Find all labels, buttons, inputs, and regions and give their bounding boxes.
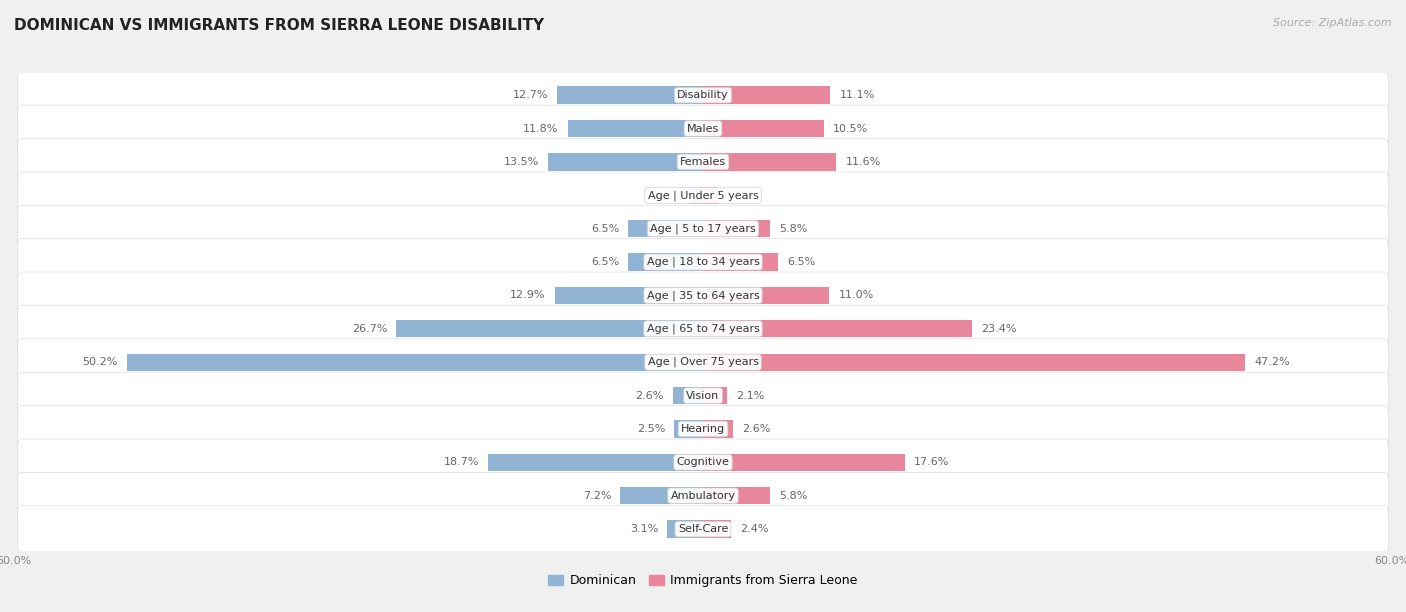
Text: 13.5%: 13.5% — [503, 157, 538, 167]
Bar — [703, 387, 727, 405]
Text: 10.5%: 10.5% — [832, 124, 868, 133]
Text: Hearing: Hearing — [681, 424, 725, 434]
FancyBboxPatch shape — [17, 138, 1389, 185]
Text: 5.8%: 5.8% — [779, 223, 807, 234]
Text: Females: Females — [681, 157, 725, 167]
Bar — [127, 354, 703, 371]
Text: Disability: Disability — [678, 90, 728, 100]
Bar — [690, 187, 703, 204]
Text: 47.2%: 47.2% — [1254, 357, 1289, 367]
Text: 2.5%: 2.5% — [637, 424, 665, 434]
FancyBboxPatch shape — [17, 506, 1389, 553]
Bar — [555, 287, 703, 304]
Text: 6.5%: 6.5% — [787, 257, 815, 267]
Text: Ambulatory: Ambulatory — [671, 491, 735, 501]
Text: Age | 18 to 34 years: Age | 18 to 34 years — [647, 257, 759, 267]
Bar — [703, 120, 824, 137]
Bar — [548, 153, 703, 171]
FancyBboxPatch shape — [17, 72, 1389, 119]
Bar — [675, 420, 703, 438]
Bar — [703, 253, 778, 271]
Text: 6.5%: 6.5% — [591, 257, 619, 267]
Text: 11.0%: 11.0% — [838, 291, 873, 300]
Text: 6.5%: 6.5% — [591, 223, 619, 234]
Text: Age | Under 5 years: Age | Under 5 years — [648, 190, 758, 201]
FancyBboxPatch shape — [17, 105, 1389, 152]
Text: 12.9%: 12.9% — [510, 291, 546, 300]
Bar — [668, 520, 703, 538]
Bar — [703, 320, 972, 337]
Bar — [488, 453, 703, 471]
Text: 11.8%: 11.8% — [523, 124, 558, 133]
Text: 2.6%: 2.6% — [742, 424, 770, 434]
Text: 17.6%: 17.6% — [914, 457, 949, 468]
FancyBboxPatch shape — [17, 305, 1389, 352]
Text: DOMINICAN VS IMMIGRANTS FROM SIERRA LEONE DISABILITY: DOMINICAN VS IMMIGRANTS FROM SIERRA LEON… — [14, 18, 544, 34]
Bar — [703, 153, 837, 171]
Text: Age | 65 to 74 years: Age | 65 to 74 years — [647, 324, 759, 334]
Text: 1.3%: 1.3% — [727, 190, 755, 200]
Text: 12.7%: 12.7% — [513, 90, 548, 100]
Bar — [557, 86, 703, 104]
Bar — [703, 220, 769, 237]
Text: 11.1%: 11.1% — [839, 90, 875, 100]
Text: 11.6%: 11.6% — [845, 157, 880, 167]
Bar — [703, 287, 830, 304]
Text: Cognitive: Cognitive — [676, 457, 730, 468]
FancyBboxPatch shape — [17, 339, 1389, 386]
Text: Age | 35 to 64 years: Age | 35 to 64 years — [647, 290, 759, 300]
Text: 3.1%: 3.1% — [630, 524, 658, 534]
FancyBboxPatch shape — [17, 239, 1389, 285]
Bar — [628, 253, 703, 271]
Text: 2.4%: 2.4% — [740, 524, 768, 534]
Text: Age | Over 75 years: Age | Over 75 years — [648, 357, 758, 367]
Bar — [628, 220, 703, 237]
FancyBboxPatch shape — [17, 205, 1389, 252]
Text: 7.2%: 7.2% — [582, 491, 612, 501]
Text: 1.1%: 1.1% — [652, 190, 681, 200]
Bar — [703, 487, 769, 504]
Text: 26.7%: 26.7% — [352, 324, 387, 334]
Bar — [568, 120, 703, 137]
Text: Age | 5 to 17 years: Age | 5 to 17 years — [650, 223, 756, 234]
Bar — [703, 86, 831, 104]
Bar — [703, 420, 733, 438]
Text: 18.7%: 18.7% — [444, 457, 479, 468]
Text: 50.2%: 50.2% — [82, 357, 117, 367]
FancyBboxPatch shape — [17, 472, 1389, 519]
Bar — [620, 487, 703, 504]
FancyBboxPatch shape — [17, 172, 1389, 218]
Bar — [703, 520, 731, 538]
Text: Males: Males — [688, 124, 718, 133]
Bar — [703, 453, 905, 471]
FancyBboxPatch shape — [17, 272, 1389, 319]
Text: Vision: Vision — [686, 390, 720, 401]
Legend: Dominican, Immigrants from Sierra Leone: Dominican, Immigrants from Sierra Leone — [543, 569, 863, 592]
FancyBboxPatch shape — [17, 439, 1389, 486]
Text: 5.8%: 5.8% — [779, 491, 807, 501]
Text: 23.4%: 23.4% — [981, 324, 1017, 334]
Bar — [673, 387, 703, 405]
FancyBboxPatch shape — [17, 406, 1389, 452]
Text: 2.6%: 2.6% — [636, 390, 664, 401]
Bar — [703, 187, 718, 204]
FancyBboxPatch shape — [17, 372, 1389, 419]
Bar — [396, 320, 703, 337]
Text: 2.1%: 2.1% — [737, 390, 765, 401]
Text: Source: ZipAtlas.com: Source: ZipAtlas.com — [1274, 18, 1392, 28]
Bar — [703, 354, 1244, 371]
Text: Self-Care: Self-Care — [678, 524, 728, 534]
